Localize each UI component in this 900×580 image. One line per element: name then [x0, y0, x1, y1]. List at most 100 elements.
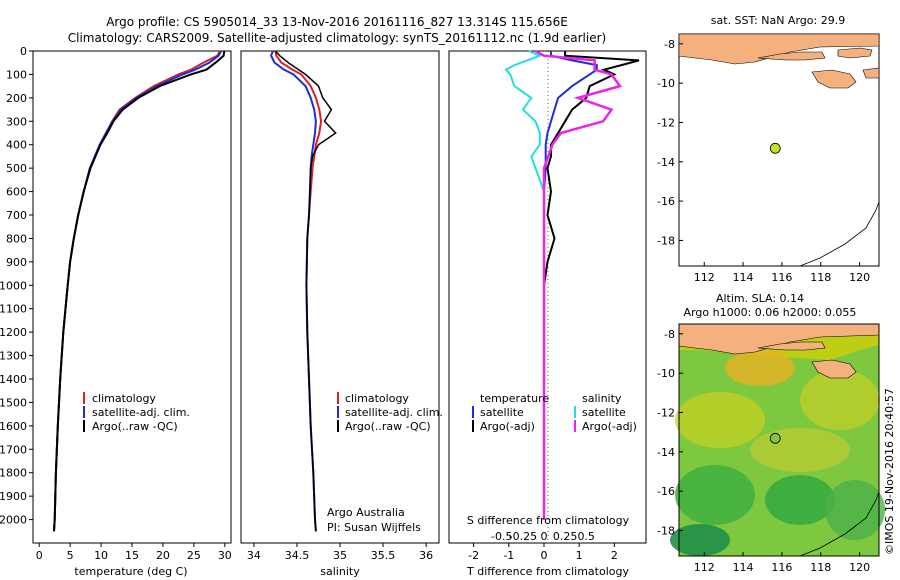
- x-tick-label: 0: [36, 549, 43, 562]
- x-tick-label: 35.5: [371, 549, 396, 562]
- legend-label-t-satellite: satellite: [480, 406, 524, 419]
- x-tick-label: -2: [468, 549, 479, 562]
- map-x-tick-label: 120: [849, 561, 870, 574]
- y-tick-label: 800: [6, 232, 27, 245]
- sst-map-land: [678, 33, 880, 267]
- y-tick-label: 100: [6, 68, 27, 81]
- annotation-pi: PI: Susan Wijffels: [327, 521, 421, 534]
- legend-label-satellite: satellite-adj. clim.: [92, 406, 190, 419]
- salinity-plot-frame: [240, 50, 440, 544]
- y-tick-label: 1900: [0, 490, 27, 503]
- sst-map-panel: sat. SST: NaN Argo: 29.9 112 114 116 118 120…: [657, 14, 880, 284]
- salinity-x-label: salinity: [320, 565, 360, 578]
- map-y-tick-label: -18: [657, 524, 675, 537]
- series-line-climatology: [274, 50, 323, 532]
- temperature-series: [53, 50, 226, 532]
- y-tick-label: 300: [6, 115, 27, 128]
- series-line-climatology: [53, 50, 221, 532]
- difference-legend-salinity: salinity satellite Argo(-adj): [574, 392, 637, 433]
- sla-yellow-blob-east: [800, 370, 880, 430]
- x-tick-label: 5: [67, 549, 74, 562]
- title-line-2: Climatology: CARS2009. Satellite-adjuste…: [68, 31, 606, 45]
- x2-tick-label: 0.5: [577, 530, 595, 543]
- salinity-series: [270, 50, 337, 532]
- salinity-panel: 34 34.5 35 35.5 36 salinity climatology sate…: [240, 50, 443, 578]
- x-tick-label: 30: [218, 549, 232, 562]
- sumba-island: [811, 359, 857, 379]
- sla-yellow-blob-west: [675, 392, 765, 448]
- annotation-argo-australia: Argo Australia: [327, 506, 405, 519]
- y-tick-label: 1700: [0, 443, 27, 456]
- map-y-tick-label: -18: [657, 234, 675, 247]
- y-tick-label: 900: [6, 256, 27, 269]
- australia-coast: [799, 201, 880, 267]
- temperature-plot-frame: [32, 50, 232, 544]
- difference-plot-frame: [448, 50, 647, 544]
- difference-legend-temperature: temperature satellite Argo(-adj): [472, 392, 549, 433]
- x-tick-label: 35: [333, 549, 347, 562]
- temperature-legend: climatology satellite-adj. clim. Argo(..…: [83, 392, 190, 433]
- t-difference-x-axis: -2 -1 0 1 2: [468, 543, 618, 562]
- map-y-tick-label: -12: [657, 406, 675, 419]
- y-tick-label: 500: [6, 162, 27, 175]
- x2-tick-label: -0.5: [491, 530, 512, 543]
- legend-label-s-argo: Argo(-adj): [582, 420, 637, 433]
- legend-label-climatology: climatology: [345, 392, 409, 405]
- imos-credit: ©IMOS 19-Nov-2016 20:40:57: [883, 388, 896, 555]
- sla-map-title-1: Altim. SLA: 0.14: [716, 292, 804, 305]
- map-y-tick-label: -10: [657, 367, 675, 380]
- map-y-tick-label: -14: [657, 446, 675, 459]
- sla-map-axes: 112 114 116 118 120 -8 -10 -12 -14 -16 -18: [657, 328, 870, 574]
- sla-yellow-blob-center: [750, 428, 850, 472]
- difference-panel: -2 -1 0 1 2 -0.5-0.25 0 0.25 0.5 T difference f…: [448, 49, 647, 578]
- y-tick-label: 1600: [0, 420, 27, 433]
- sumba-island: [811, 69, 857, 89]
- y-tick-label: 700: [6, 209, 27, 222]
- map-y-tick-label: -8: [664, 38, 675, 51]
- x2-tick-label: 0.25: [553, 530, 578, 543]
- legend-label-argo: Argo(..raw -QC): [92, 420, 178, 433]
- sla-map-frame: [678, 323, 880, 557]
- legend-title-temperature: temperature: [480, 392, 549, 405]
- series-line-salinity-satellite: [504, 50, 545, 520]
- temperature-x-axis: 0 5 10 15 20 25 30: [36, 543, 232, 562]
- series-line-salinity-argo-adj-: [534, 49, 623, 520]
- y-tick-label: 2000: [0, 514, 27, 527]
- temperature-panel: 0100200300400500600700800900100011001200…: [0, 45, 232, 578]
- series-line-satellite-adj-clim-: [53, 50, 222, 532]
- salinity-x-axis: 34 34.5 35 35.5 36: [247, 543, 433, 562]
- x-tick-label: 20: [156, 549, 170, 562]
- map-x-tick-label: 112: [694, 271, 715, 284]
- series-line-temperature-argo-adj-: [543, 51, 640, 520]
- legend-label-climatology: climatology: [92, 392, 156, 405]
- argo-position-marker: [769, 142, 781, 154]
- map-y-tick-label: -14: [657, 156, 675, 169]
- map-x-tick-label: 114: [733, 271, 754, 284]
- sla-green-blob-s: [765, 475, 835, 525]
- sla-map-land: [678, 323, 880, 557]
- x2-tick-label: 0: [540, 530, 547, 543]
- bali-lombok-island: [757, 51, 826, 61]
- sla-dark-blob: [670, 524, 730, 556]
- title-line-1: Argo profile: CS 5905014_33 13-Nov-2016 …: [106, 15, 568, 29]
- sla-map-title-2: Argo h1000: 0.06 h2000: 0.055: [684, 306, 857, 319]
- legend-label-s-satellite: satellite: [582, 406, 626, 419]
- x-tick-label: 34.5: [285, 549, 310, 562]
- argo-position-marker: [769, 432, 781, 444]
- x-tick-label: 36: [419, 549, 433, 562]
- y-tick-label: 0: [20, 45, 27, 58]
- legend-label-t-argo: Argo(-adj): [480, 420, 535, 433]
- legend-label-argo: Argo(..raw -QC): [345, 420, 431, 433]
- map-x-tick-label: 112: [694, 561, 715, 574]
- x-tick-label: 10: [94, 549, 108, 562]
- x-tick-label: 34: [247, 549, 261, 562]
- island-east: [862, 67, 880, 79]
- series-line-temperature-satellite: [543, 51, 598, 520]
- sla-green-blob-sw: [675, 465, 755, 525]
- y-tick-label: 1800: [0, 467, 27, 480]
- x-tick-label: 15: [125, 549, 139, 562]
- map-y-tick-label: -8: [664, 328, 675, 341]
- series-line-argo-raw-qc-: [53, 50, 226, 532]
- y-tick-label: 200: [6, 92, 27, 105]
